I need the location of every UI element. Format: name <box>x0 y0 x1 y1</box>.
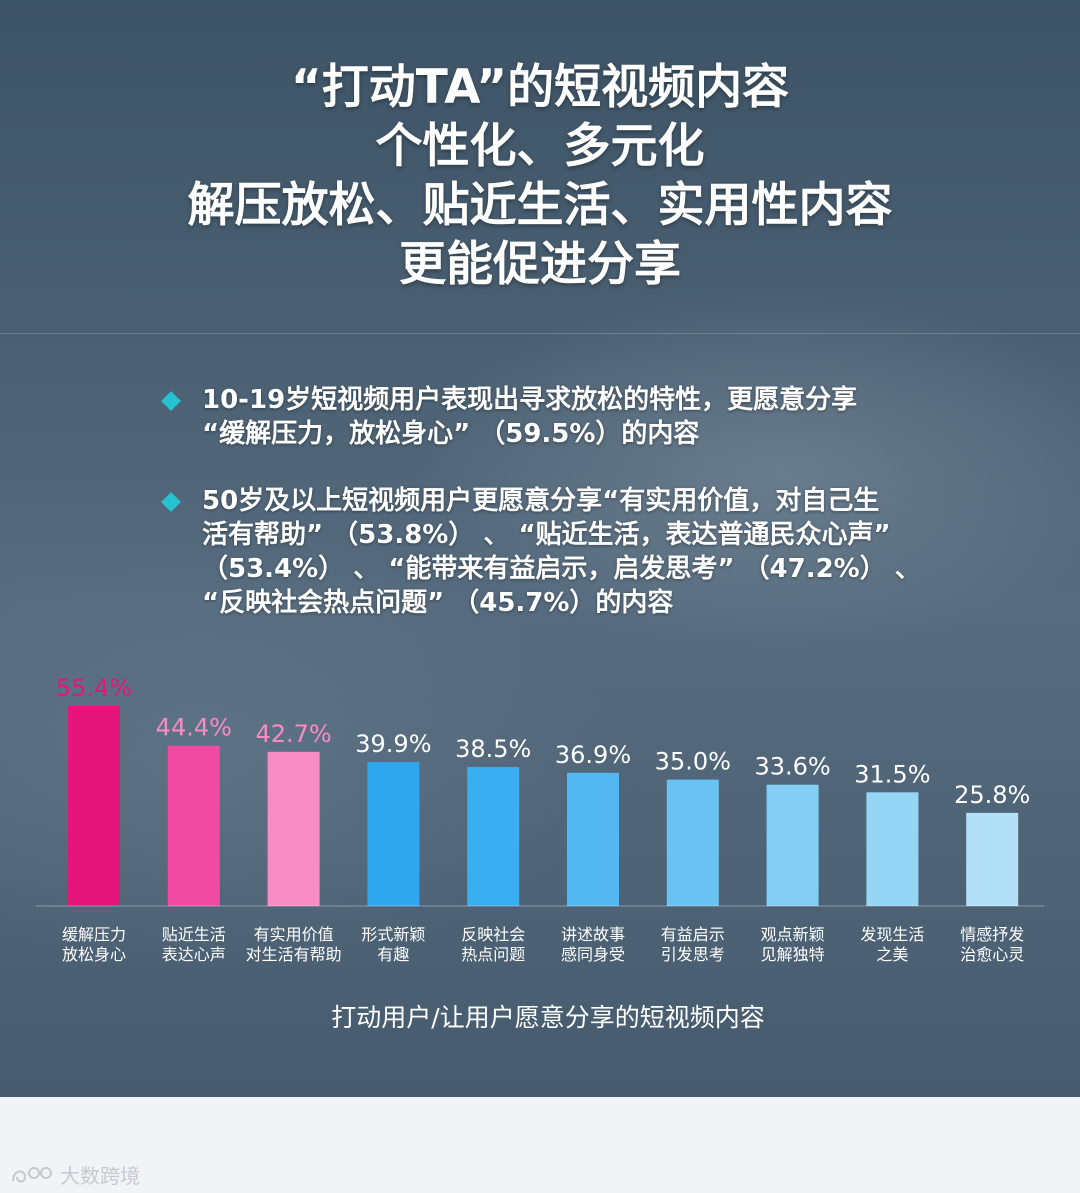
title-line: “打动TA”的短视频内容 <box>290 60 790 115</box>
brand-logo-icon <box>12 1166 52 1182</box>
category-tick-label: 之美 <box>876 945 908 964</box>
bar-value-label: 39.9% <box>355 730 431 758</box>
bullet-item-teen: 10-19岁短视频用户表现出寻求放松的特性，更愿意分享 “缓解压力，放松身心” … <box>160 383 950 451</box>
bullet-line: “缓解压力，放松身心” （59.5%）的内容 <box>202 419 700 449</box>
bullet-text: 10-19岁短视频用户表现出寻求放松的特性，更愿意分享 “缓解压力，放松身心” … <box>202 383 950 451</box>
bullet-text: 50岁及以上短视频用户更愿意分享“有实用价值，对自己生 活有帮助” （53.8%… <box>202 484 950 620</box>
category-tick-label: 有实用价值 <box>254 925 334 944</box>
bullet-line: 50岁及以上短视频用户更愿意分享“有实用价值，对自己生 <box>202 486 880 516</box>
bar-value-label: 42.7% <box>255 720 331 748</box>
category-tick-label: 对生活有帮助 <box>246 945 342 964</box>
bar-value-label: 33.6% <box>754 753 830 781</box>
category-tick-label: 反映社会 <box>461 925 525 944</box>
category-tick-label: 治愈心灵 <box>960 945 1024 964</box>
bar-chart: 55.4% 44.4% 42.7% 39.9% 38.5% 36.9% 35.0% 33.6%… <box>36 674 1044 1032</box>
diamond-bullet-icon <box>161 391 181 411</box>
category-tick-label: 感同身受 <box>561 945 625 964</box>
bar-value-label: 31.5% <box>854 760 930 788</box>
category-tick-label: 有趣 <box>377 945 409 964</box>
category-tick-label: 缓解压力 <box>62 925 126 944</box>
category-tick-label: 观点新颖 <box>761 925 825 944</box>
title-line: 个性化、多元化 <box>375 119 705 174</box>
brand-footer: 大数跨境 <box>10 1160 140 1189</box>
bar <box>367 761 420 906</box>
category-tick-label: 讲述故事 <box>561 925 625 944</box>
title-line: 解压放松、贴近生活、实用性内容 <box>187 178 893 233</box>
bar-value-label: 35.0% <box>655 748 731 776</box>
bullet-line: （53.4%） 、 “能带来有益启示，启发思考” （47.2%） 、 <box>202 554 921 584</box>
bar <box>567 772 619 906</box>
title-block: “打动TA”的短视频内容 个性化、多元化 解压放松、贴近生活、实用性内容 更能促… <box>0 58 1080 294</box>
bar-value-label: 36.9% <box>555 741 631 769</box>
category-tick-label: 发现生活 <box>860 925 924 944</box>
category-tick-label: 引发思考 <box>661 945 725 964</box>
category-tick-label: 表达心声 <box>162 945 226 964</box>
bar <box>167 745 220 906</box>
bullet-item-senior: 50岁及以上短视频用户更愿意分享“有实用价值，对自己生 活有帮助” （53.8%… <box>160 484 950 620</box>
title-line: 更能促进分享 <box>399 237 681 292</box>
bar-value-label: 55.4% <box>56 674 132 702</box>
category-tick-label: 贴近生活 <box>162 925 226 944</box>
category-tick-label: 形式新颖 <box>361 925 425 944</box>
bar <box>966 812 1019 906</box>
bar-value-label: 38.5% <box>455 735 531 763</box>
bar-value-label: 25.8% <box>954 781 1030 809</box>
bar <box>267 751 320 906</box>
infographic-panel: “打动TA”的短视频内容 个性化、多元化 解压放松、贴近生活、实用性内容 更能促… <box>0 0 1080 1097</box>
category-tick-label: 有益启示 <box>661 925 725 944</box>
category-tick-label: 情感抒发 <box>960 925 1024 944</box>
x-axis-title: 打动用户/让用户愿意分享的短视频内容 <box>331 1003 764 1032</box>
category-tick-label: 热点问题 <box>461 945 525 964</box>
diamond-bullet-icon <box>161 492 181 512</box>
bar <box>866 792 919 906</box>
bullet-line: 活有帮助” （53.8%） 、 “贴近生活，表达普通民众心声” <box>202 520 891 550</box>
bar-value-label: 44.4% <box>156 714 232 742</box>
bar <box>666 779 719 906</box>
category-tick-label: 放松身心 <box>62 945 126 964</box>
bar <box>766 784 819 906</box>
bullet-line: 10-19岁短视频用户表现出寻求放松的特性，更愿意分享 <box>202 385 858 415</box>
bar <box>467 767 520 906</box>
brand-name: 大数跨境 <box>60 1164 140 1188</box>
bullet-list: 10-19岁短视频用户表现出寻求放松的特性，更愿意分享 “缓解压力，放松身心” … <box>160 383 950 653</box>
bar <box>68 706 120 906</box>
section-divider <box>0 333 1080 334</box>
category-tick-label: 见解独特 <box>761 945 825 964</box>
bullet-line: “反映社会热点问题” （45.7%）的内容 <box>202 588 674 618</box>
